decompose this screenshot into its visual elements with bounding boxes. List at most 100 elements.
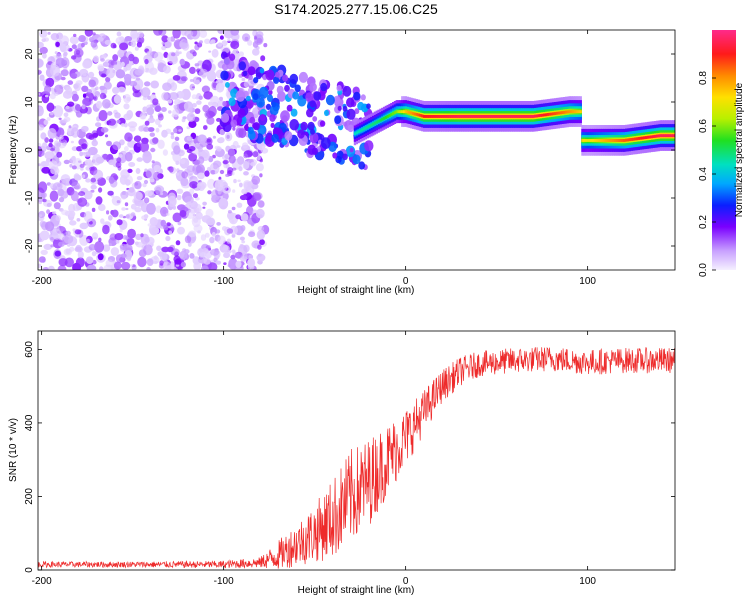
spectrogram-ytick-label: -20 [24,238,35,253]
spectrogram-noise-blob [134,198,145,207]
spectrogram-noise-blob [230,30,239,36]
spectrogram-transition-blob [305,92,314,102]
spectrogram-noise-blob [206,143,214,150]
spectrogram-ridge-cell [366,125,369,129]
spectrogram-noise-blob [62,119,68,124]
spectrogram-noise-blob [192,51,197,57]
spectrogram-ridge-cell [561,111,564,114]
spectrogram-noise-blob [101,54,107,59]
spectrogram-ridge-cell [377,119,380,123]
spectrogram-noise-blob [173,127,178,134]
spectrogram-noise-blob [226,238,232,244]
spectrogram-ridge-cell [615,139,619,142]
spectrogram-noise-blob [204,38,211,44]
spectrogram-noise-blob [128,162,136,167]
spectrogram-noise-blob [98,237,102,242]
spectrogram-ridge-cell [610,139,613,142]
spectrogram-noise-blob [173,145,181,155]
spectrogram-noise-blob [125,207,129,211]
spectrogram-ridge-cell [517,115,520,118]
spectrogram-noise-blob [72,228,76,232]
spectrogram-ridge-cell [641,136,644,140]
spectrogram-transition-blob [332,152,338,159]
spectrogram-noise-blob [237,156,245,165]
spectrogram-ridge-cell [639,136,642,140]
spectrogram-ridge-cell [417,113,420,117]
spectrogram-transition-blob [286,104,293,112]
spectrogram-noise-blob [135,241,144,248]
spectrogram-noise-blob [68,125,72,129]
spectrogram-ridge-cell [539,114,542,117]
spectrogram-noise-blob [140,233,144,238]
spectrogram-noise-blob [241,240,246,244]
spectrogram-noise-blob [200,234,207,241]
spectrogram-noise-blob [247,40,253,46]
spectrogram-transition-blob [229,53,236,61]
spectrogram-noise-blob [175,264,180,267]
spectrogram-noise-blob [147,127,155,132]
spectrogram-noise-blob [179,58,186,66]
spectrogram-noise-blob [133,191,143,201]
spectrogram-ridge-cell [419,114,422,117]
spectrogram-noise-blob [123,73,132,82]
spectrogram-noise-blob [192,193,199,199]
spectrogram-ridge-cell [386,115,389,118]
spectrogram-noise-blob [228,258,238,270]
spectrogram-noise-blob [215,82,225,93]
spectrogram-noise-blob [52,211,57,215]
colorbar-tick-label: 0.0 [698,263,709,277]
spectrogram-ridge-cell [430,115,433,118]
spectrogram-noise-blob [85,132,93,139]
spectrogram-noise-blob [102,99,111,109]
spectrogram-noise-blob [172,212,182,223]
spectrogram-ridge-cell [355,131,358,135]
spectrogram-noise-blob [92,96,97,100]
spectrogram-noise-blob [40,249,48,255]
spectrogram-transition-blob [342,153,348,161]
spectrogram-noise-blob [54,51,58,55]
spectrogram-noise-blob [105,259,114,268]
spectrogram-noise-blob [143,179,149,185]
spectrogram-noise-blob [225,173,230,177]
spectrogram-noise-blob [227,148,236,157]
spectrogram-noise-blob [38,106,44,117]
spectrogram-noise-blob [94,241,105,253]
snr-plot-area [38,347,675,569]
spectrogram-noise-blob [179,39,189,49]
spectrogram-noise-blob [38,58,44,68]
spectrogram-ridge-cell [614,139,617,142]
spectrogram-noise-blob [60,174,71,184]
spectrogram-noise-blob [107,190,114,196]
spectrogram-noise-blob [121,261,131,270]
spectrogram-transition-blob [246,95,251,102]
spectrogram-ridge-cell [495,115,499,118]
spectrogram-noise-blob [116,157,122,164]
spectrogram-ridge-cell [459,115,462,118]
spectrogram-noise-blob [47,31,51,35]
spectrogram-transition-blob [259,114,266,121]
spectrogram-noise-blob [119,174,128,185]
spectrogram-transition-blob [280,110,290,122]
spectrogram-noise-blob [50,112,54,116]
spectrogram-noise-blob [150,147,156,153]
spectrogram-noise-blob [257,253,262,257]
spectrogram-transition-blob [271,101,277,108]
spectrogram-noise-blob [47,265,55,270]
spectrogram-noise-blob [81,143,88,150]
spectrogram-ridge-cell [648,135,651,139]
spectrogram-noise-blob [256,229,266,240]
spectrogram-noise-blob [95,122,102,127]
spectrogram-transition-blob [269,105,279,116]
spectrogram-noise-blob [82,97,92,107]
spectrogram-noise-blob [140,141,149,153]
spectrogram-noise-blob [79,234,89,246]
spectrogram-noise-blob [110,42,117,49]
spectrogram-noise-blob [96,100,103,109]
spectrogram-noise-blob [243,244,250,253]
spectrogram-noise-blob [124,36,133,42]
spectrogram-noise-blob [210,39,216,44]
spectrogram-ridge-cell [463,115,466,118]
spectrogram-transition-blob [346,108,356,120]
spectrogram-ridge-cell [515,115,519,118]
